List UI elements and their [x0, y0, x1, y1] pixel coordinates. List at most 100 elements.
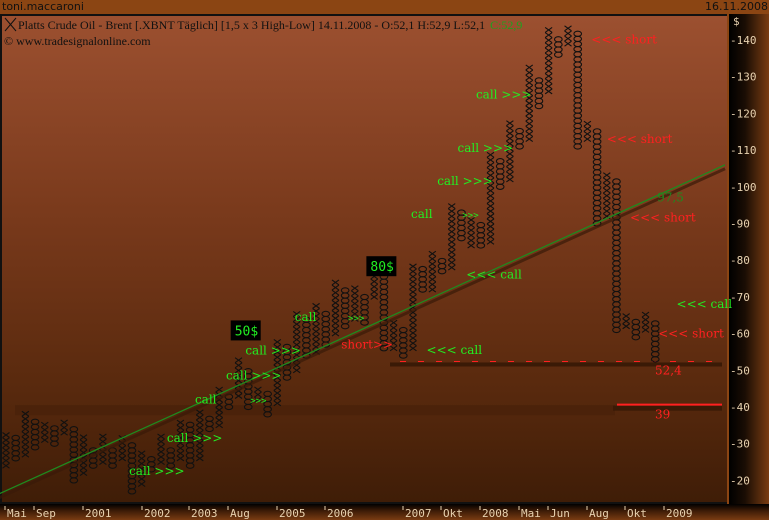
x-box [544, 42, 553, 49]
x-box [2, 437, 10, 444]
y-tick-label: -130 [730, 71, 757, 84]
x-box [486, 197, 495, 204]
x-box [331, 305, 340, 311]
x-tick-label: 2006 [327, 507, 354, 520]
x-box [409, 268, 417, 275]
y-tick-label: -30 [730, 438, 750, 451]
o-box [340, 307, 350, 315]
price-box-label: 80$ [370, 260, 394, 275]
y-tick-label: -60 [730, 328, 750, 341]
x-box [506, 145, 514, 152]
x-box [195, 414, 204, 421]
signal-annotation: <<< call [677, 297, 733, 311]
o-box [437, 262, 447, 270]
o-box [185, 421, 195, 428]
x-tick-label: Okt [627, 507, 647, 520]
o-box [340, 292, 350, 299]
o-column [108, 447, 117, 469]
o-column [553, 36, 563, 58]
o-box [573, 122, 583, 130]
x-box [447, 213, 456, 220]
o-box [50, 430, 59, 437]
o-box [476, 232, 486, 239]
x-box [467, 222, 475, 228]
o-box [573, 97, 583, 104]
o-box [612, 326, 621, 334]
close-label: C:52,9 [490, 18, 522, 32]
x-tick-label: 2002 [144, 507, 171, 520]
x-box [409, 335, 417, 341]
o-box [592, 153, 602, 161]
x-tick-label: Mai [7, 507, 27, 520]
x-box [389, 324, 398, 331]
x-box [21, 421, 30, 427]
x-box [525, 74, 534, 81]
o-box [612, 229, 621, 236]
signal-annotation: >>> [250, 396, 267, 406]
o-column [476, 221, 486, 249]
y-tick-label: -140 [730, 34, 757, 47]
y-tick-label: -20 [730, 474, 750, 487]
x-box [486, 177, 495, 184]
x-box [583, 131, 592, 137]
x-box [215, 407, 223, 413]
o-box [398, 331, 408, 339]
o-box [127, 483, 137, 490]
x-box [486, 172, 495, 179]
x-column [60, 419, 68, 436]
o-column [205, 415, 214, 433]
x-box [544, 83, 553, 90]
x-box [506, 171, 514, 178]
x-box [157, 438, 165, 445]
signal-annotation: 97,5 [657, 190, 684, 204]
x-box [195, 445, 204, 452]
x-box [486, 238, 495, 245]
o-box [263, 390, 272, 398]
x-tick-label: Okt [443, 507, 463, 520]
o-box [612, 239, 621, 247]
x-box [331, 279, 340, 286]
o-box [185, 452, 195, 459]
signal-annotation: <<< short [658, 326, 724, 340]
o-box [166, 457, 176, 464]
x-box [447, 203, 456, 210]
x-box [370, 293, 379, 300]
x-box [409, 319, 417, 326]
signal-annotation: call >>> [458, 141, 514, 155]
o-box [553, 46, 563, 53]
x-box [40, 431, 49, 438]
x-box [486, 187, 495, 194]
o-box [50, 425, 59, 432]
x-box [292, 346, 301, 353]
o-box [592, 128, 602, 135]
signal-annotation: call [195, 392, 217, 406]
x-box [467, 232, 475, 239]
o-box [69, 472, 79, 479]
o-box [127, 447, 137, 454]
o-box [224, 398, 234, 406]
price-box-bg [366, 256, 397, 277]
o-box [612, 301, 621, 308]
o-column [147, 456, 156, 473]
x-box [312, 333, 320, 340]
chart-header: Platts Crude Oil - Brent [.XBNT Täglich]… [4, 17, 522, 48]
x-box [447, 249, 456, 256]
x-box [486, 192, 495, 199]
x-box [506, 166, 514, 173]
x-box [428, 250, 437, 257]
x-box [583, 120, 592, 127]
x-box [447, 264, 456, 271]
o-box [457, 229, 466, 237]
x-column [409, 263, 417, 352]
x-box [351, 315, 359, 322]
o-column [437, 257, 447, 275]
x-box [195, 455, 204, 462]
o-column [263, 390, 272, 418]
x-box [409, 345, 417, 352]
o-box [534, 92, 544, 99]
x-box [409, 273, 417, 280]
o-box [69, 477, 79, 484]
o-box [302, 337, 311, 344]
x-box [602, 192, 611, 199]
